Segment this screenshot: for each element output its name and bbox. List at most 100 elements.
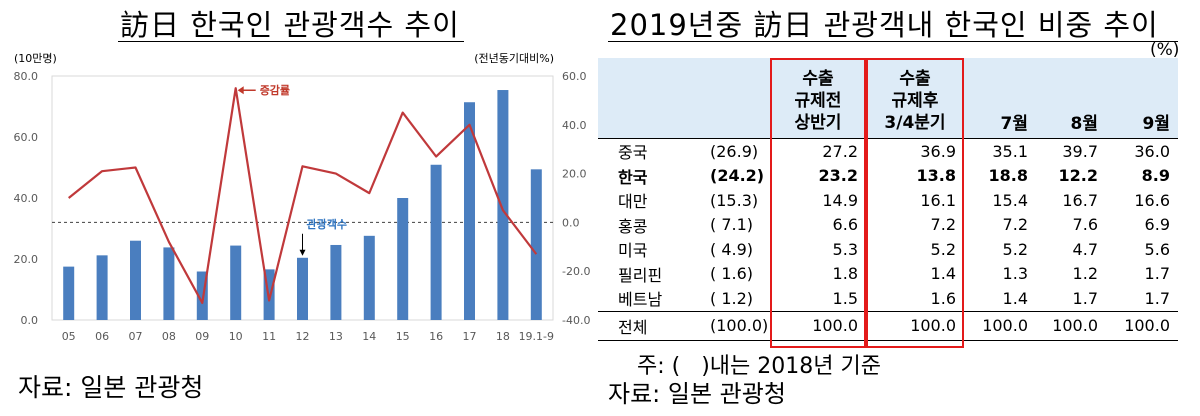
right-tick-label: 0.0 — [562, 216, 580, 229]
right-source-note: 자료: 일본 관광청 — [608, 380, 786, 408]
row-value: 6.9 — [1144, 215, 1170, 235]
row-value: 5.2 — [930, 239, 956, 259]
table-row: 한국 (24.2) 23.2 13.8 18.8 12.2 8.9 — [598, 164, 1178, 189]
category-tick-label: 06 — [95, 330, 109, 343]
table-body: 중국 (26.9) 27.2 36.9 35.1 39.7 36.0 한국 (24.2) 23.2… — [598, 138, 1178, 341]
right-tick-label: 40.0 — [562, 119, 587, 132]
header-line: 상반기 — [794, 113, 842, 133]
row-value: 12.2 — [1058, 166, 1098, 186]
left-title-underline — [118, 41, 464, 42]
row-value: 16.7 — [1062, 190, 1098, 210]
share-table: 수출 규제전 상반기 수출 규제후 3/4분기 7월 8월 9월 중국 (26.9… — [598, 58, 1178, 341]
highlight-box-post-restriction — [866, 58, 964, 348]
right-axis-unit: (전년동기대비%) — [474, 52, 554, 65]
right-tick-label: 60.0 — [562, 70, 587, 83]
header-line: 수출 — [802, 69, 834, 89]
visitors-bar — [330, 244, 342, 320]
category-tick-label: 17 — [463, 330, 477, 343]
row-value: 5.2 — [1002, 239, 1028, 259]
row-value: 7.2 — [930, 215, 956, 235]
row-value: 13.8 — [916, 166, 956, 186]
row-prev-share: ( 1.6) — [710, 264, 754, 284]
category-tick-label: 13 — [329, 330, 343, 343]
row-value: 1.5 — [832, 288, 858, 308]
visitors-bar — [397, 198, 409, 320]
visitors-bar — [430, 164, 442, 320]
row-value: 16.6 — [1134, 190, 1170, 210]
visitors-bar — [497, 90, 509, 320]
right-table-title: 2019년중 訪日 관광객내 한국인 비중 추이 — [610, 8, 1159, 42]
left-source-note: 자료: 일본 관광청 — [18, 373, 204, 402]
row-prev-share: ( 4.9) — [710, 239, 754, 259]
category-tick-label: 14 — [362, 330, 376, 343]
row-value: 27.2 — [770, 138, 866, 164]
row-prev-share: (15.3) — [710, 190, 759, 210]
row-value: 7.6 — [1072, 215, 1098, 235]
right-tick-label: -40.0 — [562, 314, 590, 327]
row-prev-share: (24.2) — [710, 166, 765, 186]
header-august: 8월 — [1036, 58, 1106, 139]
row-value: 100.0 — [1106, 310, 1178, 341]
visitors-arrowhead — [299, 249, 306, 256]
row-country: 홍콩 — [618, 216, 648, 236]
table-row: 홍콩 ( 7.1) 6.6 7.2 7.2 7.6 6.9 — [598, 213, 1178, 238]
row-country: 필리핀 — [618, 265, 663, 285]
table-row: 필리핀 ( 1.6) 1.8 1.4 1.3 1.2 1.7 — [598, 262, 1178, 287]
visitors-bar — [96, 255, 108, 320]
row-value: 18.8 — [988, 166, 1028, 186]
visitors-bar — [163, 247, 175, 320]
row-value: 1.7 — [1072, 288, 1098, 308]
row-value: 8.9 — [1141, 166, 1170, 186]
row-value: 16.1 — [920, 190, 956, 210]
growth-rate-arrowhead — [237, 86, 244, 95]
visitors-annotation: 관광객수 — [307, 217, 347, 231]
row-value: 5.3 — [832, 239, 858, 259]
highlight-box-pre-restriction — [770, 58, 866, 348]
category-tick-label: 19.1-9 — [519, 330, 554, 343]
row-value: 15.4 — [992, 190, 1028, 210]
row-prev-share: ( 1.2) — [710, 288, 754, 308]
left-tick-label: 40.0 — [14, 192, 39, 205]
header-line: 수출 — [899, 69, 931, 89]
row-value: 100.0 — [1036, 310, 1106, 341]
row-value: 6.6 — [832, 215, 858, 235]
row-value: 100.0 — [866, 310, 964, 341]
category-tick-label: 10 — [229, 330, 243, 343]
visitors-bar — [196, 271, 208, 320]
right-tick-label: -20.0 — [562, 265, 590, 278]
header-line: 규제전 — [794, 91, 842, 111]
growth-rate-annotation: 증감률 — [260, 83, 290, 97]
visitors-bar — [230, 245, 242, 320]
header-july: 7월 — [964, 58, 1036, 139]
header-prev — [698, 58, 770, 139]
header-post-restriction: 수출 규제후 3/4분기 — [866, 58, 964, 139]
visitors-bar — [363, 235, 375, 320]
row-value: 7.2 — [1002, 215, 1028, 235]
row-value: 1.7 — [1144, 288, 1170, 308]
left-chart-title: 訪日 한국인 관광객수 추이 — [120, 8, 460, 42]
table-row: 중국 (26.9) 27.2 36.9 35.1 39.7 36.0 — [598, 138, 1178, 164]
category-tick-label: 07 — [129, 330, 143, 343]
row-value: 14.9 — [822, 190, 858, 210]
visitors-bar — [63, 266, 75, 320]
category-tick-label: 09 — [195, 330, 209, 343]
row-value: 23.2 — [818, 166, 858, 186]
row-value: 1.4 — [1002, 288, 1028, 308]
row-value: 35.1 — [964, 138, 1036, 164]
row-prev-share: ( 7.1) — [710, 215, 754, 235]
row-value: 1.7 — [1144, 264, 1170, 284]
left-tick-label: 80.0 — [14, 70, 39, 83]
row-value: 1.6 — [930, 288, 956, 308]
row-value: 4.7 — [1072, 239, 1098, 259]
category-tick-label: 18 — [496, 330, 510, 343]
table-total-row: 전체 (100.0) 100.0 100.0 100.0 100.0 100.0 — [598, 310, 1178, 341]
category-tick-label: 15 — [396, 330, 410, 343]
category-tick-label: 11 — [262, 330, 276, 343]
table-row: 베트남 ( 1.2) 1.5 1.6 1.4 1.7 1.7 — [598, 286, 1178, 311]
visitors-bar — [297, 257, 308, 320]
visitors-bar — [530, 169, 542, 320]
header-september: 9월 — [1106, 58, 1178, 139]
row-value: 5.6 — [1144, 239, 1170, 259]
row-country: 미국 — [618, 241, 648, 261]
row-country: 한국 — [618, 167, 648, 187]
